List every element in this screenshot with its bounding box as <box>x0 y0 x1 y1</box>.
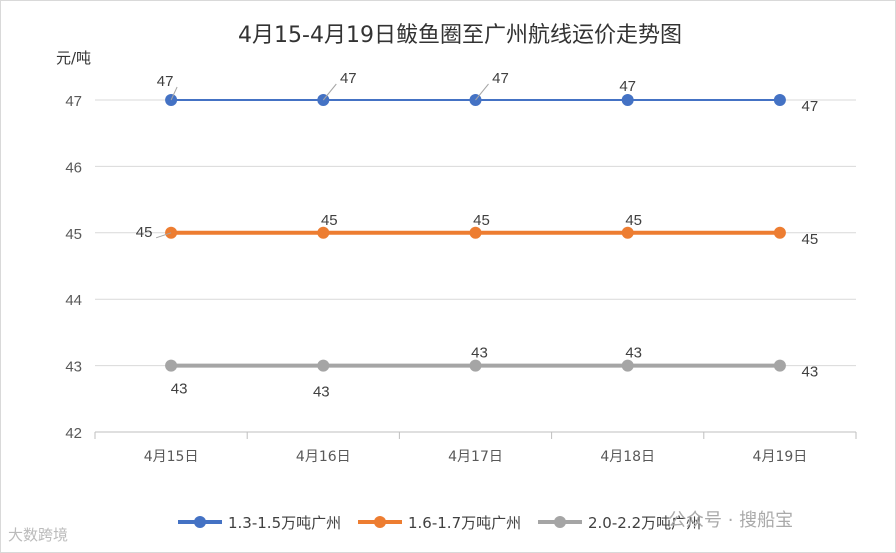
x-tick-label: 4月16日 <box>296 449 351 465</box>
data-point <box>621 359 634 372</box>
y-tick-label: 43 <box>65 359 82 376</box>
legend: 1.3-1.5万吨广州 1.6-1.7万吨广州 2.0-2.2万吨广州 <box>178 514 701 532</box>
data-point <box>317 359 330 372</box>
label-leader-line <box>170 86 178 101</box>
data-label: 47 <box>340 70 357 87</box>
data-label: 47 <box>157 73 174 90</box>
label-leader-line <box>322 83 337 101</box>
legend-swatch-marker <box>374 516 386 528</box>
label-leader-line <box>155 232 172 239</box>
data-point <box>165 359 178 372</box>
x-tick-label: 4月19日 <box>753 449 808 465</box>
x-axis-ticks: 4月15日 4月16日 4月17日 4月18日 4月19日 <box>94 432 857 465</box>
data-labels: 47 47 47 47 47 45 45 45 45 45 43 43 43 43 43 <box>136 70 818 401</box>
data-label: 43 <box>802 364 819 381</box>
x-tick-label: 4月18日 <box>600 449 655 465</box>
legend-swatch-marker <box>194 516 206 528</box>
watermark-left: 大数跨境 <box>8 526 69 544</box>
y-axis-label: 元/吨 <box>56 49 91 67</box>
y-tick-label: 47 <box>65 93 82 110</box>
data-point <box>317 226 330 239</box>
legend-swatch-marker <box>554 516 566 528</box>
x-tick-label: 4月15日 <box>144 449 199 465</box>
data-label: 47 <box>619 78 636 95</box>
data-point <box>621 94 634 106</box>
data-label: 43 <box>471 345 488 362</box>
legend-label: 2.0-2.2万吨广州 <box>588 514 701 532</box>
data-label: 43 <box>625 345 642 362</box>
data-point <box>773 226 786 239</box>
y-tick-label: 42 <box>65 425 82 442</box>
series-group <box>165 94 786 372</box>
chart-title: 4月15-4月19日鲅鱼圈至广州航线运价走势图 <box>238 23 682 48</box>
data-point <box>469 226 482 239</box>
watermark-right: 公众号 · 搜船宝 <box>668 510 794 531</box>
label-leader-line <box>475 83 489 101</box>
data-point <box>621 226 634 239</box>
y-tick-label: 46 <box>65 159 82 176</box>
y-tick-label: 45 <box>65 226 82 243</box>
x-tick-label: 4月17日 <box>448 449 503 465</box>
data-label: 47 <box>802 98 819 115</box>
data-label: 45 <box>321 212 338 229</box>
data-point <box>773 94 786 106</box>
data-label: 45 <box>136 224 153 241</box>
legend-label: 1.6-1.7万吨广州 <box>408 514 521 532</box>
legend-label: 1.3-1.5万吨广州 <box>228 514 341 532</box>
gridlines <box>95 99 856 433</box>
data-label: 45 <box>625 212 642 229</box>
data-point <box>469 359 482 372</box>
data-label: 45 <box>473 212 490 229</box>
data-point <box>773 359 786 372</box>
y-tick-label: 44 <box>65 292 82 309</box>
data-label: 47 <box>492 70 509 87</box>
data-label: 43 <box>171 381 188 398</box>
data-label: 45 <box>802 231 819 248</box>
y-axis-ticks: 42 43 44 45 46 47 <box>65 93 82 442</box>
data-label: 43 <box>313 384 330 401</box>
